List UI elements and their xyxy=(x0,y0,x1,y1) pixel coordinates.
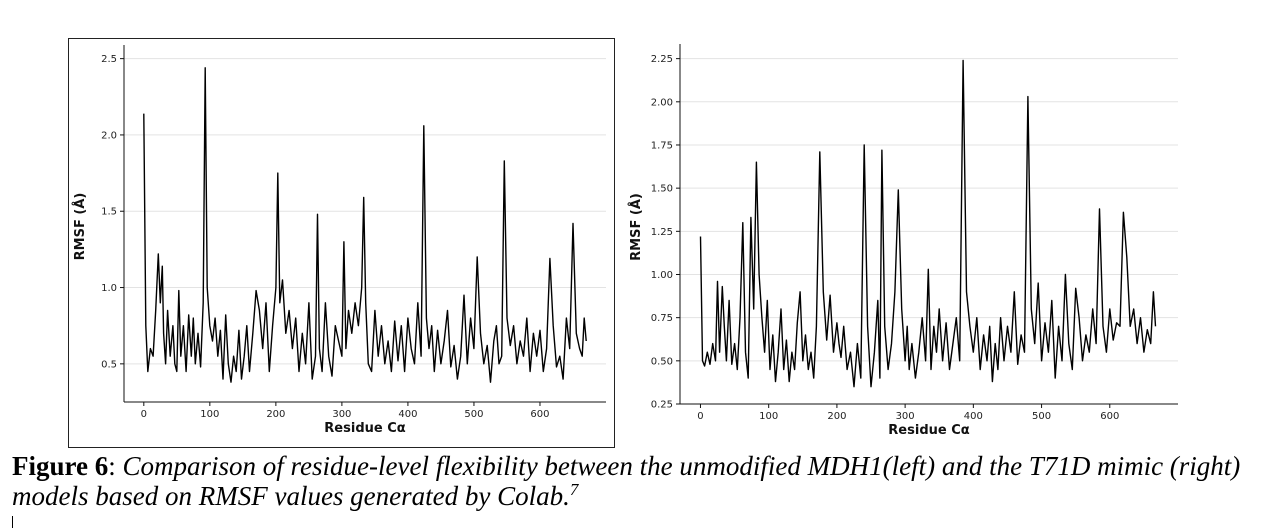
x-tick-label: 0 xyxy=(141,409,147,420)
x-tick-label: 600 xyxy=(1100,411,1119,422)
x-tick-label: 400 xyxy=(398,409,417,420)
right-rmsf-chart-panel: 0.25 0.50 0.75 1.00 1.25 1.50 1.75 2.00 2.25 0 100… xyxy=(616,38,1186,448)
left-rmsf-chart-panel: 0.5 1.0 1.5 2.0 2.5 0 100 200 300 400 500 600 Residu… xyxy=(68,38,615,448)
x-tick-label: 600 xyxy=(530,409,549,420)
y-tick-label: 2.25 xyxy=(651,54,673,65)
x-tick-label: 400 xyxy=(964,411,983,422)
x-axis-label: Residue Cα xyxy=(324,421,405,436)
y-tick-label: 1.00 xyxy=(651,270,673,281)
x-axis-label: Residue Cα xyxy=(888,423,969,438)
figure-label: Figure 6 xyxy=(12,451,109,481)
right-rmsf-chart: 0.25 0.50 0.75 1.00 1.25 1.50 1.75 2.00 2.25 0 100… xyxy=(628,44,1178,438)
x-tick-label: 0 xyxy=(697,411,703,422)
y-tick-label: 1.5 xyxy=(101,207,117,218)
y-tick-label: 1.50 xyxy=(651,184,673,195)
y-axis-label: RMSF (Å) xyxy=(72,193,88,261)
y-axis-label: RMSF (Å) xyxy=(628,193,644,261)
y-tick-label: 0.75 xyxy=(651,313,673,324)
x-tick-label: 500 xyxy=(1032,411,1051,422)
x-tick-label: 300 xyxy=(896,411,915,422)
x-tick-label: 200 xyxy=(266,409,285,420)
rmsf-series-line xyxy=(699,59,1157,388)
left-rmsf-chart: 0.5 1.0 1.5 2.0 2.5 0 100 200 300 400 500 600 Residu… xyxy=(72,45,606,436)
caption-text: Comparison of residue-level flexibility … xyxy=(12,451,1241,511)
caption-reference: 7 xyxy=(569,480,579,499)
x-tick-label: 500 xyxy=(464,409,483,420)
figure-caption: Figure 6: Comparison of residue-level fl… xyxy=(12,451,1252,511)
x-tick-label: 100 xyxy=(759,411,778,422)
cropped-text-fragment xyxy=(12,516,13,528)
y-tick-label: 1.75 xyxy=(651,140,673,151)
x-tick-label: 300 xyxy=(332,409,351,420)
y-tick-label: 2.5 xyxy=(101,54,117,65)
y-tick-label: 0.25 xyxy=(651,400,673,411)
y-tick-label: 0.5 xyxy=(101,359,117,370)
y-tick-label: 1.0 xyxy=(101,283,117,294)
y-tick-label: 2.0 xyxy=(101,130,117,141)
y-tick-label: 0.50 xyxy=(651,356,673,367)
rmsf-series-line xyxy=(143,67,587,383)
x-tick-label: 100 xyxy=(200,409,219,420)
y-tick-label: 2.00 xyxy=(651,97,673,108)
caption-separator: : xyxy=(108,451,123,481)
x-tick-label: 200 xyxy=(827,411,846,422)
y-tick-label: 1.25 xyxy=(651,227,673,238)
